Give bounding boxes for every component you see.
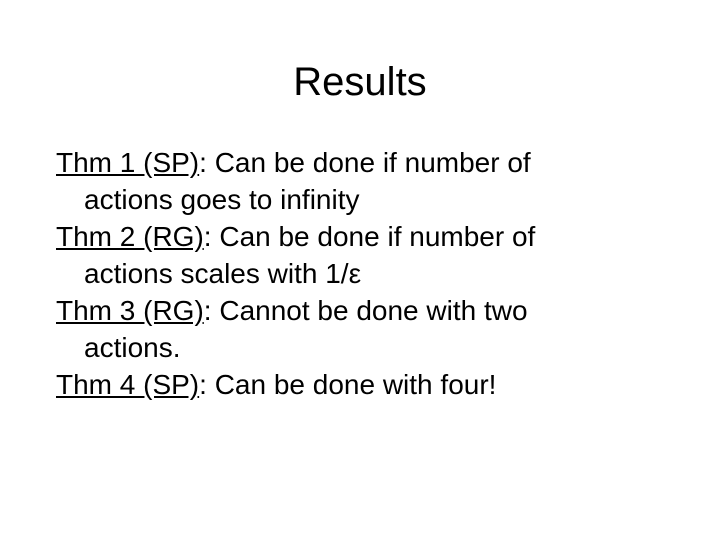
- thm3-line: Thm 3 (RG): Cannot be done with two: [56, 293, 670, 328]
- slide-title: Results: [50, 60, 670, 105]
- thm3-cont: actions.: [56, 330, 670, 365]
- thm3-sep: :: [204, 295, 220, 326]
- thm4-rest: Can be done with four!: [215, 369, 497, 400]
- slide-body: Thm 1 (SP): Can be done if number of act…: [50, 145, 670, 402]
- thm3-label: Thm 3 (RG): [56, 295, 204, 326]
- thm1-line: Thm 1 (SP): Can be done if number of: [56, 145, 670, 180]
- thm1-sep: :: [199, 147, 215, 178]
- thm4-line: Thm 4 (SP): Can be done with four!: [56, 367, 670, 402]
- thm4-label: Thm 4 (SP): [56, 369, 199, 400]
- thm1-label: Thm 1 (SP): [56, 147, 199, 178]
- thm4-sep: :: [199, 369, 215, 400]
- thm1-cont: actions goes to infinity: [56, 182, 670, 217]
- thm1-rest: Can be done if number of: [215, 147, 531, 178]
- thm2-cont: actions scales with 1/ε: [56, 256, 670, 291]
- thm2-line: Thm 2 (RG): Can be done if number of: [56, 219, 670, 254]
- thm3-rest: Cannot be done with two: [219, 295, 527, 326]
- thm2-sep: :: [204, 221, 220, 252]
- thm2-label: Thm 2 (RG): [56, 221, 204, 252]
- thm2-rest: Can be done if number of: [219, 221, 535, 252]
